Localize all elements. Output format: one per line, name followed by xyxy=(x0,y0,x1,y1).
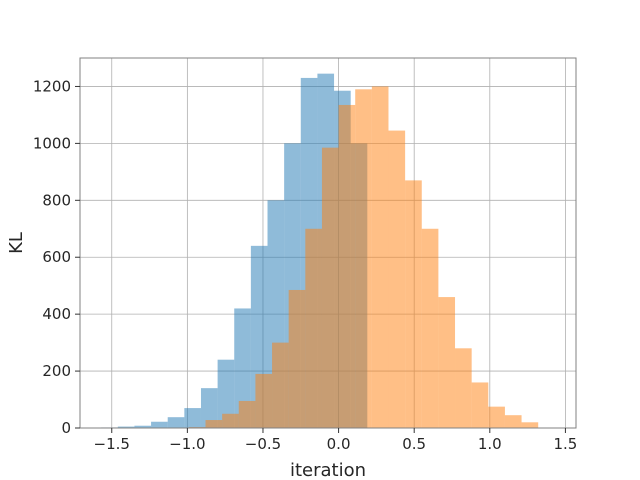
histogram-bar xyxy=(488,406,505,428)
histogram-bar xyxy=(371,86,389,428)
histogram-bar xyxy=(288,289,306,428)
histogram-bar xyxy=(205,420,223,428)
y-tick-label: 600 xyxy=(42,248,71,266)
plot-frame xyxy=(79,57,577,429)
histogram-bar xyxy=(222,413,239,428)
histogram-bar xyxy=(405,180,422,428)
histogram-bars xyxy=(101,73,539,429)
y-tick-label: 800 xyxy=(42,191,71,209)
x-tick-label: 1.0 xyxy=(478,435,502,453)
y-axis-label: KL xyxy=(6,232,27,254)
histogram-bar xyxy=(438,297,456,428)
histogram-bar xyxy=(504,415,522,428)
histogram-bar xyxy=(217,359,235,428)
y-tick-label: 200 xyxy=(42,362,71,380)
histogram-bar xyxy=(388,130,406,429)
histogram-bar xyxy=(234,308,251,428)
y-tick-label: 400 xyxy=(42,305,71,323)
histogram-bar xyxy=(151,421,168,428)
histogram-bar xyxy=(238,400,256,428)
y-axis-ticks: 0 200 400 600 800 1000 1200 xyxy=(33,77,80,437)
histogram-bar xyxy=(117,426,135,428)
histogram-bar xyxy=(134,425,152,428)
histogram-series-2 xyxy=(188,86,539,429)
x-tick-label: 0.0 xyxy=(327,435,351,453)
histogram-bar xyxy=(167,417,185,428)
histogram-bar xyxy=(305,228,322,428)
x-tick-label: 1.5 xyxy=(553,435,577,453)
x-tick-label: −0.5 xyxy=(245,435,281,453)
x-axis-ticks: −1.5 −1.0 −0.5 0.0 0.5 1.0 1.5 xyxy=(94,428,577,453)
y-tick-label: 1200 xyxy=(33,77,71,95)
histogram-bar xyxy=(455,348,472,428)
x-tick-label: −1.0 xyxy=(169,435,205,453)
x-tick-label: 0.5 xyxy=(402,435,426,453)
x-axis-label: iteration xyxy=(290,460,366,480)
histogram-bar xyxy=(321,147,339,428)
histogram-bar xyxy=(255,373,273,428)
histogram-bar xyxy=(338,104,356,428)
y-tick-label: 0 xyxy=(61,419,71,437)
x-tick-label: −1.5 xyxy=(94,435,130,453)
histogram-bar xyxy=(471,382,489,428)
histogram-bar xyxy=(521,422,539,428)
y-tick-label: 1000 xyxy=(33,134,71,152)
histogram-bar xyxy=(355,89,372,429)
histogram-bar xyxy=(421,228,439,428)
histogram-bar xyxy=(272,342,289,428)
histogram-bar xyxy=(184,408,201,428)
histogram-bar xyxy=(200,388,218,428)
